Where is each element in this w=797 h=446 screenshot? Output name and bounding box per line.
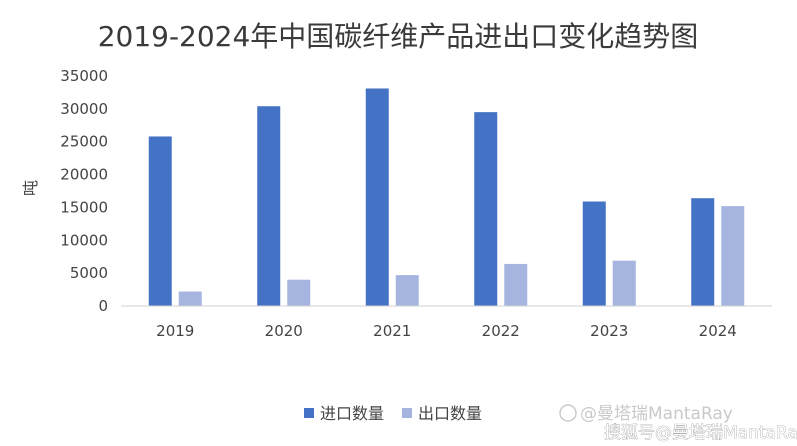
bar-export-2022: [504, 263, 528, 306]
bar-import-2020: [257, 106, 281, 306]
y-tick-label: 10000: [60, 231, 108, 249]
y-axis-label: 吨: [21, 180, 40, 196]
watermark: @曼塔瑞MantaRay 搜狐号@曼塔瑞MantaRay: [559, 404, 797, 443]
y-tick-label: 5000: [70, 264, 108, 282]
watermark-text: @曼塔瑞MantaRay: [580, 404, 733, 424]
x-tick-label: 2020: [265, 322, 303, 340]
x-tick-label: 2022: [482, 322, 520, 340]
bar-import-2021: [365, 88, 389, 306]
watermark-logo-icon: [559, 404, 577, 422]
y-axis-ticks: 0 5000 10000 15000 20000 25000 30000 35000: [60, 67, 108, 315]
bar-import-2019: [148, 136, 172, 306]
x-axis-ticks: 2019 2020 2021 2022 2023 2024: [156, 322, 737, 340]
y-tick-label: 20000: [60, 166, 108, 184]
y-tick-label: 0: [98, 297, 108, 315]
legend-label: 进口数量: [320, 404, 384, 423]
y-tick-label: 15000: [60, 198, 108, 216]
bars: [148, 88, 745, 307]
y-tick-label: 35000: [60, 67, 108, 85]
bar-import-2022: [474, 112, 498, 307]
legend: 进口数量 出口数量: [304, 404, 482, 423]
legend-swatch: [304, 408, 314, 418]
legend-label: 出口数量: [418, 404, 482, 423]
bar-export-2023: [612, 260, 636, 306]
watermark-source: 搜狐号@曼塔瑞MantaRay: [604, 423, 797, 443]
x-tick-label: 2021: [373, 322, 411, 340]
bar-export-2021: [395, 275, 419, 306]
x-tick-label: 2019: [156, 322, 194, 340]
bar-export-2019: [178, 291, 202, 306]
bar-import-2024: [691, 198, 715, 306]
y-tick-label: 25000: [60, 133, 108, 151]
legend-swatch: [402, 408, 412, 418]
y-tick-label: 30000: [60, 100, 108, 118]
x-tick-label: 2024: [699, 322, 737, 340]
x-tick-label: 2023: [590, 322, 628, 340]
chart-title: 2019-2024年中国碳纤维产品进出口变化趋势图: [98, 20, 699, 53]
bar-export-2020: [287, 279, 311, 306]
bar-import-2023: [582, 201, 606, 306]
bar-export-2024: [721, 206, 745, 306]
